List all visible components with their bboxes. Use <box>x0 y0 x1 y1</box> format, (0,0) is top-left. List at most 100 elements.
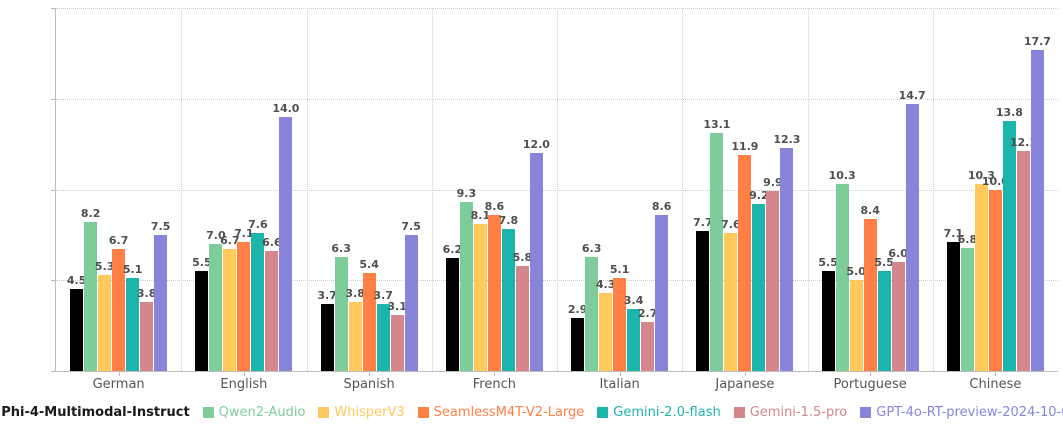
bar-item[interactable]: 6.0 <box>888 8 908 371</box>
bar[interactable] <box>946 242 960 371</box>
bar-item[interactable]: 11.9 <box>731 8 758 371</box>
bar[interactable] <box>473 224 487 371</box>
bar-item[interactable]: 4.3 <box>596 8 615 371</box>
bar[interactable] <box>209 243 223 371</box>
bar-item[interactable]: 8.2 <box>81 8 100 371</box>
bar[interactable] <box>362 273 376 371</box>
bar[interactable] <box>126 278 140 371</box>
bar-item[interactable]: 3.1 <box>387 8 407 371</box>
legend-item[interactable]: GPT-4o-RT-preview-2024-10-01 <box>860 405 1063 420</box>
bar-item[interactable]: 13.8 <box>996 8 1023 371</box>
bar[interactable] <box>974 184 988 371</box>
bar-item[interactable]: 12.0 <box>523 8 550 371</box>
bar[interactable] <box>501 229 515 371</box>
bar-item[interactable]: 5.4 <box>359 8 379 371</box>
bar-item[interactable]: 9.2 <box>749 8 769 371</box>
bar[interactable] <box>98 274 112 371</box>
bar-item[interactable]: 5.5 <box>818 8 838 371</box>
bar[interactable] <box>863 218 877 371</box>
bar-item[interactable]: 3.8 <box>137 8 156 371</box>
bar-item[interactable]: 5.1 <box>610 8 629 371</box>
bar-item[interactable]: 8.1 <box>471 8 490 371</box>
bar[interactable] <box>988 189 1002 371</box>
bar[interactable] <box>84 222 98 371</box>
bar-item[interactable]: 14.0 <box>272 8 299 371</box>
bar-item[interactable]: 4.5 <box>67 8 86 371</box>
bar-item[interactable]: 10.0 <box>982 8 1009 371</box>
bar[interactable] <box>237 242 251 371</box>
bar[interactable] <box>710 133 724 371</box>
bar-item[interactable]: 12.3 <box>773 8 800 371</box>
bar[interactable] <box>265 251 279 371</box>
bar[interactable] <box>585 256 599 371</box>
bar-item[interactable]: 7.5 <box>401 8 421 371</box>
bar[interactable] <box>390 314 404 371</box>
bar[interactable] <box>376 303 390 371</box>
bar-item[interactable]: 7.1 <box>944 8 963 371</box>
bar-item[interactable]: 5.8 <box>513 8 532 371</box>
bar[interactable] <box>334 256 348 371</box>
bar-item[interactable]: 3.7 <box>373 8 393 371</box>
bar[interactable] <box>960 247 974 371</box>
bar-item[interactable]: 5.1 <box>123 8 142 371</box>
bar-item[interactable]: 7.8 <box>499 8 518 371</box>
bar-item[interactable]: 2.7 <box>638 8 657 371</box>
legend-item[interactable]: Qwen2-Audio <box>202 405 305 420</box>
bar-item[interactable]: 6.3 <box>331 8 351 371</box>
bar-item[interactable]: 10.3 <box>968 8 995 371</box>
bar[interactable] <box>1002 120 1016 371</box>
bar[interactable] <box>821 271 835 371</box>
bar[interactable] <box>515 265 529 371</box>
bar-item[interactable]: 5.3 <box>95 8 114 371</box>
bar-item[interactable]: 3.8 <box>345 8 365 371</box>
bar-item[interactable]: 8.6 <box>485 8 504 371</box>
bar-item[interactable]: 14.7 <box>899 8 926 371</box>
bar[interactable] <box>627 309 641 371</box>
bar[interactable] <box>738 155 752 371</box>
bar-item[interactable]: 7.6 <box>721 8 741 371</box>
bar-item[interactable]: 5.5 <box>192 8 212 371</box>
bar[interactable] <box>529 153 543 371</box>
bar-item[interactable]: 17.7 <box>1024 8 1051 371</box>
bar-item[interactable]: 3.4 <box>624 8 643 371</box>
bar[interactable] <box>835 184 849 371</box>
bar[interactable] <box>348 302 362 371</box>
bar[interactable] <box>251 233 265 371</box>
bar-item[interactable]: 6.7 <box>220 8 240 371</box>
bar-item[interactable]: 10.3 <box>829 8 856 371</box>
bar[interactable] <box>905 104 919 371</box>
bar[interactable] <box>599 292 613 371</box>
bar[interactable] <box>445 258 459 371</box>
bar[interactable] <box>877 271 891 371</box>
bar[interactable] <box>1016 151 1030 371</box>
bar-item[interactable]: 3.7 <box>317 8 337 371</box>
bar[interactable] <box>112 249 126 371</box>
bar-item[interactable]: 6.3 <box>582 8 601 371</box>
bar[interactable] <box>487 214 501 371</box>
bar[interactable] <box>320 303 334 371</box>
bar[interactable] <box>780 147 794 371</box>
bar-item[interactable]: 5.5 <box>874 8 894 371</box>
bar[interactable] <box>696 231 710 371</box>
bar[interactable] <box>724 233 738 371</box>
bar[interactable] <box>459 202 473 371</box>
bar-item[interactable]: 5.0 <box>846 8 866 371</box>
bar[interactable] <box>140 302 154 371</box>
bar[interactable] <box>279 116 293 371</box>
legend-item[interactable]: Phi-4-Multimodal-Instruct <box>0 405 189 420</box>
bar-item[interactable]: 7.0 <box>206 8 226 371</box>
bar[interactable] <box>404 234 418 371</box>
bar-item[interactable]: 12.1 <box>1010 8 1037 371</box>
bar-item[interactable]: 9.3 <box>457 8 476 371</box>
bar-item[interactable]: 8.4 <box>860 8 880 371</box>
bar[interactable] <box>752 204 766 371</box>
bar-item[interactable]: 8.6 <box>652 8 671 371</box>
bar-item[interactable]: 2.9 <box>568 8 587 371</box>
bar[interactable] <box>70 289 84 371</box>
bar[interactable] <box>849 280 863 371</box>
bar-item[interactable]: 9.9 <box>763 8 783 371</box>
bar[interactable] <box>195 271 209 371</box>
bar-item[interactable]: 6.6 <box>262 8 282 371</box>
bar[interactable] <box>571 318 585 371</box>
bar[interactable] <box>641 322 655 371</box>
